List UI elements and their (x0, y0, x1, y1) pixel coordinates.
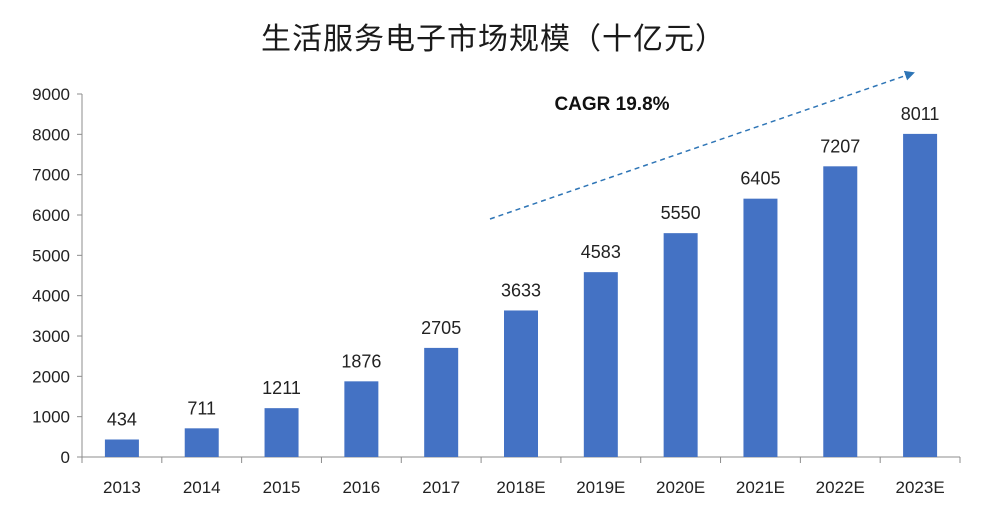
data-label: 7207 (820, 136, 860, 156)
y-tick-label: 9000 (32, 85, 70, 104)
x-axis: 2013 2014 2015 2016 2017 2018E 2019E 2020E 2021E… (81, 456, 961, 497)
y-tick-label: 3000 (32, 327, 70, 346)
bar-2023E (903, 133, 938, 458)
data-label: 434 (107, 409, 137, 429)
data-label: 4583 (581, 242, 621, 262)
bar-2013 (104, 439, 139, 457)
bar-2017 (424, 347, 459, 457)
data-label: 8011 (901, 104, 940, 124)
x-tick-label: 2020E (656, 478, 705, 497)
bar-2021E (743, 198, 778, 458)
x-tick-label: 2016 (342, 478, 380, 497)
cagr-trend-arrow (489, 70, 915, 220)
bar-2022E (823, 166, 858, 457)
x-tick-label: 2022E (816, 478, 865, 497)
x-tick-label: 2017 (422, 478, 460, 497)
bar-2014 (184, 428, 219, 457)
bar-2019E (583, 272, 618, 457)
data-label: 711 (187, 398, 216, 418)
bar-2016 (344, 381, 379, 457)
data-label: 1211 (262, 378, 301, 398)
x-tick-label: 2014 (183, 478, 221, 497)
y-tick-label: 6000 (32, 206, 70, 225)
data-label: 3633 (501, 280, 541, 300)
y-tick-label: 7000 (32, 166, 70, 185)
y-tick-label: 0 (61, 448, 70, 467)
data-label: 5550 (661, 203, 701, 223)
bar-2018E (504, 310, 538, 457)
x-tick-label: 2015 (263, 478, 301, 497)
bar-2020E (663, 233, 698, 457)
chart-title: 生活服务电子市场规模（十亿元） (261, 22, 726, 57)
x-tick-label: 2019E (576, 478, 625, 497)
y-tick-label: 8000 (32, 125, 70, 144)
y-tick-label: 2000 (32, 367, 70, 386)
x-tick-label: 2018E (496, 478, 545, 497)
x-tick-label: 2023E (896, 478, 945, 497)
y-tick-label: 5000 (32, 246, 70, 265)
bar-2015 (264, 408, 299, 457)
data-label: 1876 (341, 351, 381, 371)
x-tick-label: 2013 (103, 478, 141, 497)
cagr-annotation: CAGR 19.8% (554, 94, 669, 115)
data-label: 2705 (421, 318, 461, 338)
y-axis-ticks: 0 1000 2000 3000 4000 5000 6000 7000 8000 9000 (32, 85, 83, 467)
y-tick-label: 4000 (32, 287, 70, 306)
y-tick-label: 1000 (32, 408, 70, 427)
data-label: 6405 (740, 169, 780, 189)
bars (104, 133, 938, 458)
x-tick-label: 2021E (736, 478, 785, 497)
data-labels: 434 711 1211 1876 2705 3633 4583 5550 6405 7207 80… (107, 104, 940, 430)
